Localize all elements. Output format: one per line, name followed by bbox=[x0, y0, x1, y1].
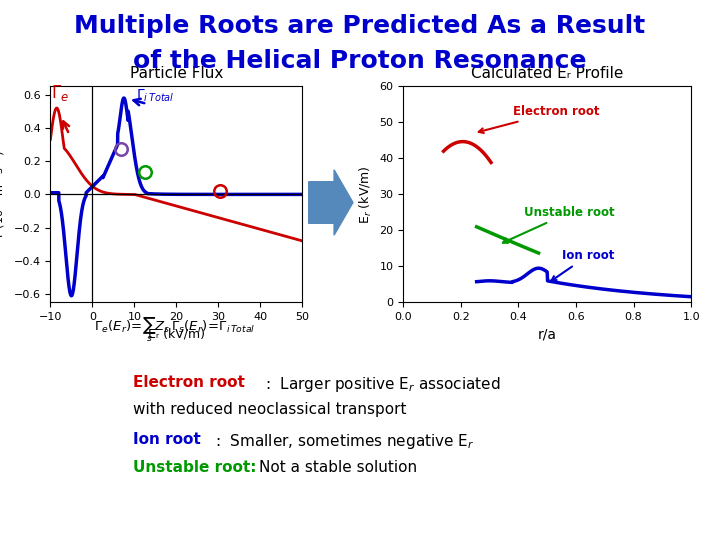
X-axis label: Eᵣ (kV/m): Eᵣ (kV/m) bbox=[148, 328, 205, 341]
Y-axis label: E$_r$ (kV/m): E$_r$ (kV/m) bbox=[358, 165, 374, 224]
Text: :  Smaller, sometimes negative E$_r$: : Smaller, sometimes negative E$_r$ bbox=[215, 432, 474, 451]
X-axis label: r/a: r/a bbox=[538, 328, 557, 342]
Text: Unstable root: Unstable root bbox=[503, 206, 615, 243]
Text: $\Gamma_{i\,Total}$: $\Gamma_{i\,Total}$ bbox=[137, 87, 175, 104]
Title: Calculated Eᵣ Profile: Calculated Eᵣ Profile bbox=[471, 66, 624, 81]
Text: Ion root: Ion root bbox=[552, 249, 614, 281]
Text: Unstable root:: Unstable root: bbox=[133, 460, 257, 475]
Title: Particle Flux: Particle Flux bbox=[130, 66, 223, 81]
Text: $\Gamma_e$: $\Gamma_e$ bbox=[51, 83, 69, 103]
Y-axis label: $\Gamma$ (10$^{19}$ m$^{-2}$s$^{-1}$): $\Gamma$ (10$^{19}$ m$^{-2}$s$^{-1}$) bbox=[0, 151, 8, 238]
Text: Multiple Roots are Predicted As a Result: Multiple Roots are Predicted As a Result bbox=[74, 14, 646, 37]
Text: Not a stable solution: Not a stable solution bbox=[259, 460, 418, 475]
Text: of the Helical Proton Resonance: of the Helical Proton Resonance bbox=[133, 49, 587, 72]
Text: with reduced neoclassical transport: with reduced neoclassical transport bbox=[133, 402, 407, 417]
Text: $\Gamma_e(E_r)\!=\!\sum_s Z_s\,\Gamma_s(E_r)\!=\!\Gamma_{i\,Total}$: $\Gamma_e(E_r)\!=\!\sum_s Z_s\,\Gamma_s(… bbox=[94, 316, 255, 345]
Text: :  Larger positive E$_r$ associated: : Larger positive E$_r$ associated bbox=[265, 375, 500, 394]
FancyArrow shape bbox=[309, 170, 353, 235]
Text: Electron root: Electron root bbox=[479, 105, 599, 133]
Text: Ion root: Ion root bbox=[133, 432, 201, 447]
Text: Electron root: Electron root bbox=[133, 375, 245, 390]
